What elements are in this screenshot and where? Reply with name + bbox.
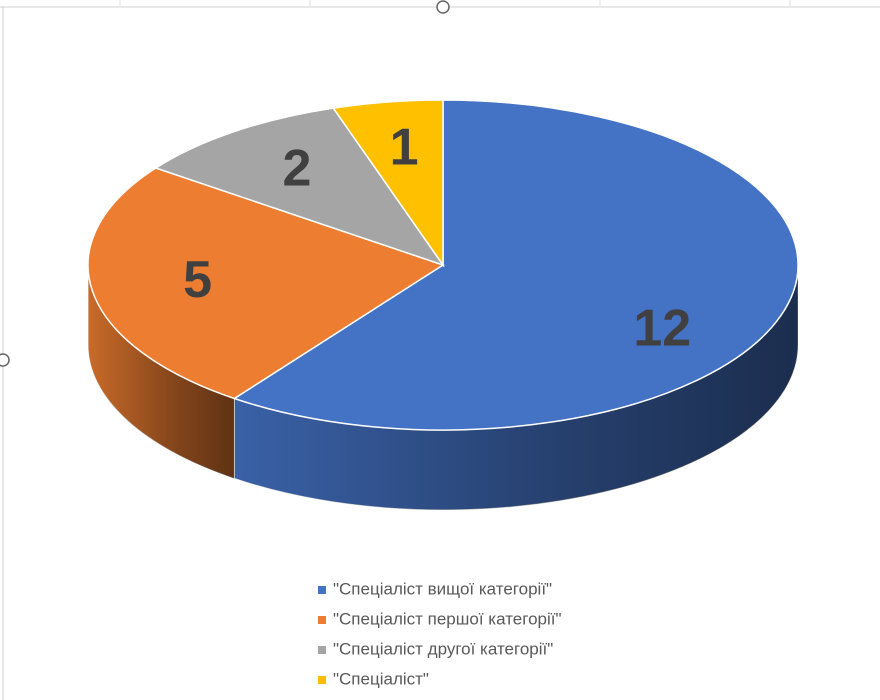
legend-swatch: [318, 676, 326, 684]
data-label: 2: [282, 139, 311, 197]
slice: [87, 167, 445, 400]
pie: 12 5 2 1: [87, 99, 799, 511]
data-label: 1: [390, 119, 419, 177]
data-label: 12: [633, 299, 691, 357]
legend-swatch: [318, 616, 326, 624]
legend-label: "Спеціаліст": [333, 669, 429, 688]
data-label: 5: [183, 251, 212, 309]
slice: [154, 107, 445, 267]
slice-shade: [234, 265, 798, 510]
legend-label: "Спеціаліст другої категорії": [333, 639, 553, 658]
slice: [331, 99, 444, 268]
legend: "Спеціаліст вищої категорії" "Спеціаліст …: [318, 579, 562, 688]
legend-swatch: [318, 646, 326, 654]
slice-shade: [88, 265, 235, 479]
legend-swatch: [318, 586, 326, 594]
legend-label: "Спеціаліст вищої категорії": [333, 579, 552, 598]
legend-label: "Спеціаліст першої категорії": [333, 609, 562, 628]
slice: [232, 99, 799, 431]
